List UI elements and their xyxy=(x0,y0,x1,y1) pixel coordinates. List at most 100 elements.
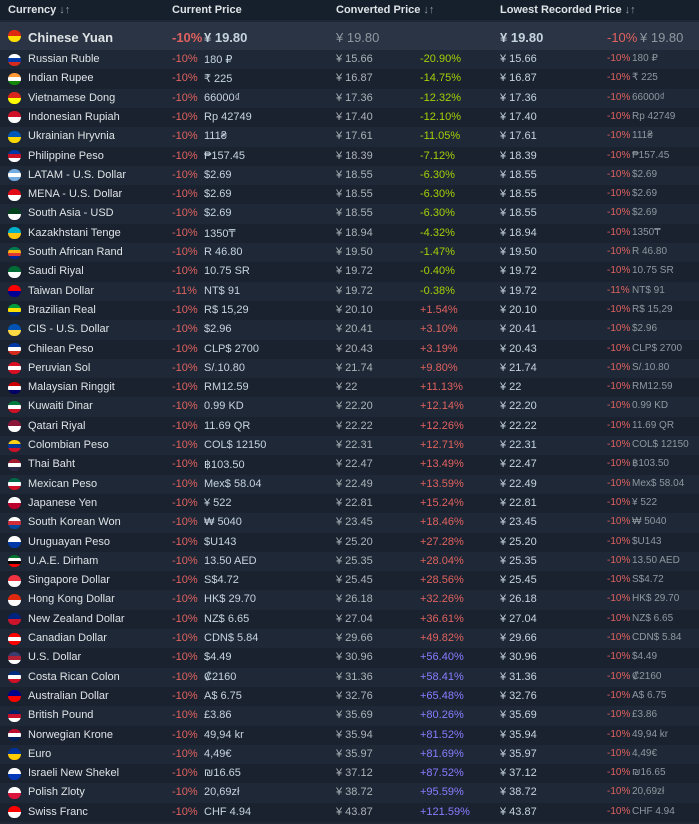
currency-name: Qatari Riyal xyxy=(28,419,86,432)
table-row[interactable]: Hong Kong Dollar -10% HK$ 29.70 ¥ 26.18 +32.… xyxy=(0,590,699,609)
table-row[interactable]: Singapore Dollar -10% S$4.72 ¥ 25.45 +28.56%… xyxy=(0,571,699,591)
table-row[interactable]: Australian Dollar -10% A$ 6.75 ¥ 32.76 +65.4… xyxy=(0,686,699,707)
table-row[interactable]: Swiss Franc -10% CHF 4.94 ¥ 43.87 +121.59% ¥ … xyxy=(0,802,699,822)
price-difference: +3.19% xyxy=(420,342,458,355)
table-row[interactable]: Russian Ruble -10% 180 ₽ ¥ 15.66 -20.90% ¥ 15… xyxy=(0,50,699,69)
current-price: 10.75 SR xyxy=(204,265,250,278)
currency-name: Euro xyxy=(28,747,52,760)
table-row[interactable]: New Zealand Dollar -10% NZ$ 6.65 ¥ 27.04 +36… xyxy=(0,609,699,629)
price-difference: +3.10% xyxy=(420,323,458,336)
converted-price: ¥ 17.40 xyxy=(336,110,373,123)
currency-name: LATAM - U.S. Dollar xyxy=(28,168,126,181)
table-row[interactable]: British Pound -10% £3.86 ¥ 35.69 +80.26% ¥ 35… xyxy=(0,706,699,725)
table-row[interactable]: Uruguayan Peso -10% $U143 ¥ 25.20 +27.28% ¥ 2… xyxy=(0,532,699,552)
lowest-original-price: CHF 4.94 xyxy=(632,805,675,817)
table-row[interactable]: MENA - U.S. Dollar -10% $2.69 ¥ 18.55 -6.30%… xyxy=(0,185,699,205)
table-row[interactable]: Kuwaiti Dinar -10% 0.99 KD ¥ 22.20 +12.14% ¥ … xyxy=(0,397,699,416)
flag-icon xyxy=(8,72,21,85)
table-row[interactable]: CIS - U.S. Dollar -10% $2.96 ¥ 20.41 +3.10% ¥… xyxy=(0,320,699,339)
table-row[interactable]: Norwegian Krone -10% 49,94 kr ¥ 35.94 +81.52… xyxy=(0,725,699,745)
lowest-original-price: COL$ 12150 xyxy=(632,439,689,450)
converted-price: ¥ 25.35 xyxy=(336,554,373,567)
table-row[interactable]: Israeli New Shekel -10% ₪16.65 ¥ 37.12 +87.5… xyxy=(0,764,699,784)
table-row[interactable]: Peruvian Sol -10% S/.10.80 ¥ 21.74 +9.80% ¥ 2… xyxy=(0,359,699,378)
flag-icon xyxy=(8,304,21,317)
header-converted-price[interactable]: Converted Price ↓↑ xyxy=(336,4,434,16)
currency-name: Uruguayan Peso xyxy=(28,535,110,548)
converted-price: ¥ 30.96 xyxy=(336,651,373,664)
table-row[interactable]: Kazakhstani Tenge -10% 1350₸ ¥ 18.94 -4.32% ¥… xyxy=(0,223,699,243)
table-row[interactable]: South Asia - USD -10% $2.69 ¥ 18.55 -6.30% ¥ … xyxy=(0,204,699,223)
table-row[interactable]: U.S. Dollar -10% $4.49 ¥ 30.96 +56.40% ¥ 30.9… xyxy=(0,648,699,668)
header-current-price[interactable]: Current Price xyxy=(172,4,242,16)
discount-badge: -10% xyxy=(172,207,198,220)
table-row[interactable]: Ukrainian Hryvnia -10% 111₴ ¥ 17.61 -11.05% ¥… xyxy=(0,127,699,146)
header-lowest-price[interactable]: Lowest Recorded Price ↓↑ xyxy=(500,4,636,16)
converted-price: ¥ 35.94 xyxy=(336,728,373,741)
converted-price: ¥ 22.31 xyxy=(336,439,373,451)
lowest-converted-price: ¥ 19.72 xyxy=(500,284,537,297)
current-price: $4.49 xyxy=(204,651,232,664)
current-price: S/.10.80 xyxy=(204,361,245,374)
table-row[interactable]: South Korean Won -10% ₩ 5040 ¥ 23.45 +18.46%… xyxy=(0,513,699,532)
discount-badge: -10% xyxy=(172,110,198,123)
table-row[interactable]: Thai Baht -10% ฿103.50 ¥ 22.47 +13.49% ¥ 22.4… xyxy=(0,455,699,475)
table-row[interactable]: Vietnamese Dong -10% 66000₫ ¥ 17.36 -12.32% ¥… xyxy=(0,89,699,108)
lowest-original-price: R 46.80 xyxy=(632,246,668,257)
lowest-discount: -11% xyxy=(607,284,630,296)
table-row[interactable]: Euro -10% 4,49€ ¥ 35.97 +81.69% ¥ 35.97 -10% 4,… xyxy=(0,745,699,764)
table-row[interactable]: Brazilian Real -10% R$ 15,29 ¥ 20.10 +1.54% ¥… xyxy=(0,300,699,321)
lowest-discount: -10% xyxy=(607,30,638,45)
table-row[interactable]: Saudi Riyal -10% 10.75 SR ¥ 19.72 -0.40% ¥ 19… xyxy=(0,262,699,282)
lowest-discount: -10% xyxy=(607,651,631,663)
currency-name: Indonesian Rupiah xyxy=(28,110,120,123)
price-difference: +80.26% xyxy=(420,709,464,722)
table-row[interactable]: Taiwan Dollar -11% NT$ 91 ¥ 19.72 -0.38% ¥ 19… xyxy=(0,282,699,301)
table-row[interactable]: Chinese Yuan -10% ¥ 19.80 ¥ 19.80 ¥ 19.80 -10… xyxy=(0,22,699,50)
lowest-converted-price: ¥ 37.12 xyxy=(500,767,537,780)
table-row[interactable]: South African Rand -10% R 46.80 ¥ 19.50 -1.4… xyxy=(0,243,699,262)
currency-name: Colombian Peso xyxy=(28,439,109,451)
currency-name: Brazilian Real xyxy=(28,303,96,316)
lowest-discount: -10% xyxy=(607,554,631,566)
table-row[interactable]: Qatari Riyal -10% 11.69 QR ¥ 22.22 +12.26% ¥ … xyxy=(0,416,699,436)
current-price: COL$ 12150 xyxy=(204,439,267,451)
converted-price: ¥ 21.74 xyxy=(336,361,373,374)
table-row[interactable]: Philippine Peso -10% ₱157.45 ¥ 18.39 -7.12% ¥… xyxy=(0,146,699,166)
lowest-original-price: 10.75 SR xyxy=(632,265,674,277)
currency-name: Kazakhstani Tenge xyxy=(28,226,121,239)
table-row[interactable]: Polish Zloty -10% 20,69zł ¥ 38.72 +95.59% ¥ 3… xyxy=(0,783,699,802)
lowest-discount: -10% xyxy=(607,612,631,624)
table-row[interactable]: LATAM - U.S. Dollar -10% $2.69 ¥ 18.55 -6.30… xyxy=(0,166,699,185)
table-row[interactable]: Mexican Peso -10% Mex$ 58.04 ¥ 22.49 +13.59%… xyxy=(0,475,699,494)
lowest-discount: -10% xyxy=(607,535,631,547)
lowest-original-price: $U143 xyxy=(632,535,662,547)
table-row[interactable]: Malaysian Ringgit -10% RM12.59 ¥ 22 +11.13% ¥… xyxy=(0,378,699,398)
table-row[interactable]: Colombian Peso -10% COL$ 12150 ¥ 22.31 +12.7… xyxy=(0,436,699,455)
lowest-converted-price: ¥ 17.36 xyxy=(500,91,537,104)
flag-icon xyxy=(8,323,21,336)
table-row[interactable]: Indian Rupee -10% ₹ 225 ¥ 16.87 -14.75% ¥ 16.… xyxy=(0,69,699,89)
current-price: 11.69 QR xyxy=(204,419,251,432)
table-row[interactable]: Canadian Dollar -10% CDN$ 5.84 ¥ 29.66 +49.8… xyxy=(0,629,699,648)
price-difference: -7.12% xyxy=(420,149,455,162)
discount-badge: -10% xyxy=(172,91,198,104)
table-row[interactable]: Indonesian Rupiah -10% Rp 42749 ¥ 17.40 -12.… xyxy=(0,107,699,128)
flag-icon xyxy=(8,188,21,201)
table-row[interactable]: Chilean Peso -10% CLP$ 2700 ¥ 20.43 +3.19% ¥ … xyxy=(0,339,699,359)
table-row[interactable]: Costa Rican Colon -10% ₡2160 ¥ 31.36 +58.41%… xyxy=(0,668,699,687)
lowest-discount: -10% xyxy=(607,670,631,682)
discount-badge: -10% xyxy=(172,168,198,181)
converted-price: ¥ 19.72 xyxy=(336,284,373,297)
header-lowest-label: Lowest Recorded Price xyxy=(500,4,622,16)
current-price: $U143 xyxy=(204,535,237,548)
table-row[interactable]: U.A.E. Dirham -10% 13.50 AED ¥ 25.35 +28.04%… xyxy=(0,552,699,571)
price-difference: +1.54% xyxy=(420,303,458,316)
flag-icon xyxy=(8,632,21,645)
header-currency[interactable]: Currency ↓↑ xyxy=(8,4,70,16)
price-difference: +81.52% xyxy=(420,728,464,741)
table-row[interactable]: Japanese Yen -10% ¥ 522 ¥ 22.81 +15.24% ¥ 22.… xyxy=(0,493,699,514)
lowest-original-price: 20,69zł xyxy=(632,786,665,798)
lowest-discount: -10% xyxy=(607,342,631,354)
